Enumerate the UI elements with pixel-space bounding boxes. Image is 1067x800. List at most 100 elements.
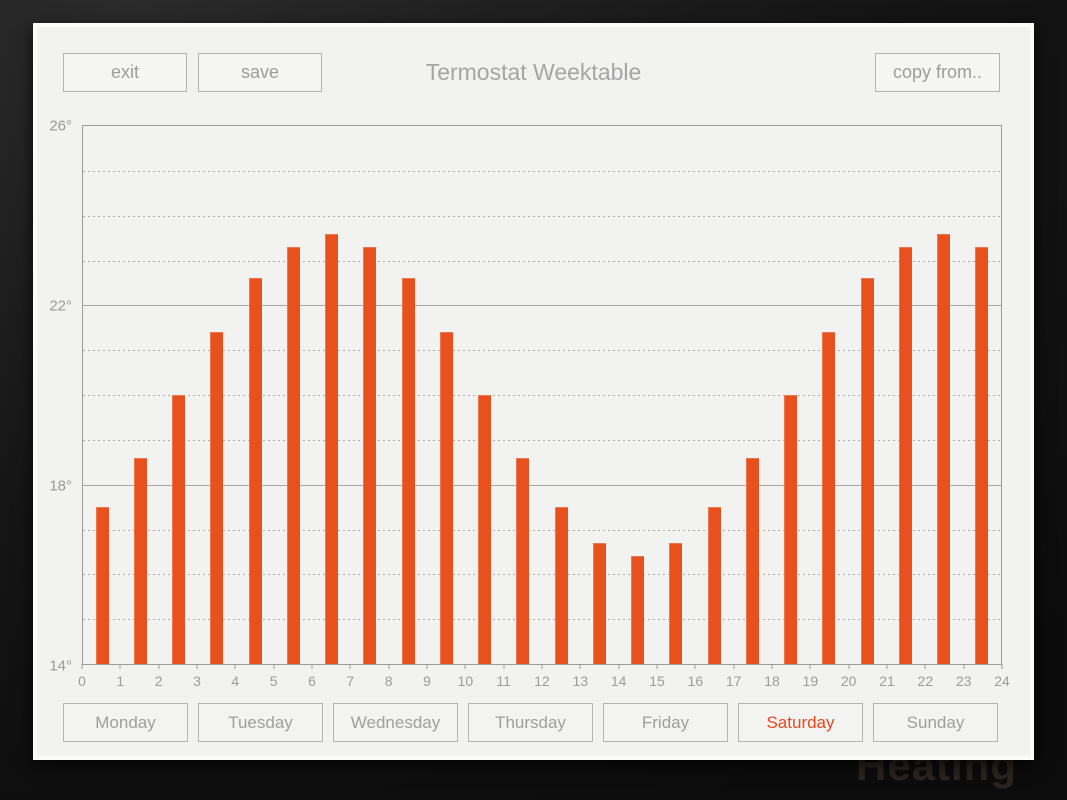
x-tick <box>579 664 581 669</box>
x-tick <box>81 664 83 669</box>
day-selector: Monday Tuesday Wednesday Thursday Friday Satu… <box>63 703 998 742</box>
x-tick <box>426 664 428 669</box>
temperature-bar-hour-12[interactable] <box>554 507 568 664</box>
gridline-dashed <box>83 260 1001 262</box>
gridline-solid <box>83 305 1001 307</box>
exit-button[interactable]: exit <box>63 53 187 92</box>
chart-plot <box>82 125 1002 665</box>
copy-from-button[interactable]: copy from.. <box>875 53 1000 92</box>
x-tick <box>158 664 160 669</box>
y-tick-label: 22° <box>49 297 72 315</box>
x-tick-label: 17 <box>725 673 742 689</box>
x-tick-label: 22 <box>917 673 934 689</box>
x-tick <box>541 664 543 669</box>
x-tick-label: 20 <box>840 673 857 689</box>
save-button[interactable]: save <box>198 53 322 92</box>
y-tick-label: 14° <box>49 657 72 675</box>
x-tick <box>656 664 658 669</box>
x-tick <box>886 664 888 669</box>
temperature-bar-hour-4[interactable] <box>248 278 262 664</box>
temperature-bar-hour-2[interactable] <box>172 395 186 664</box>
x-tick <box>963 664 965 669</box>
temperature-bar-hour-8[interactable] <box>401 278 415 664</box>
x-tick-label: 14 <box>610 673 627 689</box>
gridline-dashed <box>83 350 1001 352</box>
y-tick-label: 26° <box>49 117 72 135</box>
x-tick <box>311 664 313 669</box>
x-tick-label: 11 <box>496 673 511 689</box>
day-button-tuesday[interactable]: Tuesday <box>198 703 323 742</box>
thermostat-weektable-window: exit save Termostat Weektable copy from.… <box>33 23 1034 760</box>
temperature-bar-hour-10[interactable] <box>478 395 492 664</box>
x-tick <box>694 664 696 669</box>
x-tick <box>196 664 198 669</box>
x-tick-label: 4 <box>231 673 240 689</box>
x-tick-label: 1 <box>116 673 125 689</box>
x-tick-label: 16 <box>687 673 704 689</box>
x-tick <box>119 664 121 669</box>
temperature-bar-hour-15[interactable] <box>669 542 683 664</box>
temperature-bar-hour-13[interactable] <box>592 542 606 664</box>
temperature-bar-hour-1[interactable] <box>133 457 147 664</box>
y-axis-labels: 26° 22° 18° 14° <box>37 118 77 675</box>
day-button-monday[interactable]: Monday <box>63 703 188 742</box>
x-tick-label: 3 <box>193 673 201 689</box>
temperature-bar-hour-0[interactable] <box>95 507 109 664</box>
x-tick <box>349 664 351 669</box>
x-tick <box>1001 664 1003 669</box>
x-tick <box>388 664 390 669</box>
temperature-bar-hour-11[interactable] <box>516 457 530 664</box>
gridline-solid <box>83 484 1001 486</box>
x-tick-label: 21 <box>879 673 895 689</box>
temperature-bar-hour-7[interactable] <box>363 247 377 664</box>
x-tick-label: 5 <box>269 673 278 689</box>
gridline-dashed <box>83 395 1001 396</box>
x-tick-label: 10 <box>457 673 474 689</box>
x-tick <box>848 664 850 669</box>
temperature-bar-hour-6[interactable] <box>325 233 339 664</box>
gridline-dashed <box>83 439 1001 441</box>
gridline-dashed <box>83 529 1001 531</box>
temperature-bar-hour-9[interactable] <box>439 332 453 664</box>
temperature-bar-hour-20[interactable] <box>860 278 874 664</box>
temperature-bar-hour-14[interactable] <box>631 556 645 664</box>
x-tick-label: 23 <box>955 673 972 689</box>
x-tick-label: 2 <box>154 673 163 689</box>
x-tick-label: 24 <box>994 673 1010 689</box>
x-axis: 0 1 2 3 4 5 6 7 8 9 10 11 12 13 14 15 16 17 18 19 20 21 22 23 24 <box>78 664 1010 704</box>
temperature-bar-hour-18[interactable] <box>784 395 798 664</box>
day-button-sunday[interactable]: Sunday <box>873 703 998 742</box>
x-tick <box>809 664 811 669</box>
temperature-bar-hour-19[interactable] <box>822 332 836 664</box>
x-tick <box>464 664 466 669</box>
temperature-bar-hour-17[interactable] <box>745 457 759 664</box>
x-tick <box>924 664 926 669</box>
x-tick-label: 6 <box>308 673 316 689</box>
x-tick <box>273 664 275 669</box>
gridline-dashed <box>83 215 1001 217</box>
temperature-bar-hour-21[interactable] <box>898 247 912 664</box>
x-tick <box>234 664 236 669</box>
page-title: Termostat Weektable <box>425 59 642 85</box>
x-tick <box>618 664 620 669</box>
day-button-wednesday[interactable]: Wednesday <box>333 703 458 742</box>
gridline-dashed <box>83 170 1001 172</box>
day-button-saturday[interactable]: Saturday <box>738 703 863 742</box>
temperature-bar-hour-3[interactable] <box>210 332 224 664</box>
day-button-thursday[interactable]: Thursday <box>468 703 593 742</box>
x-tick-label: 19 <box>802 673 819 689</box>
x-tick-label: 0 <box>78 673 86 689</box>
temperature-bar-hour-5[interactable] <box>286 247 300 664</box>
temperature-bar-hour-23[interactable] <box>975 247 989 664</box>
gridline-dashed <box>83 619 1001 621</box>
x-tick-label: 15 <box>649 673 665 689</box>
x-tick <box>771 664 773 669</box>
temperature-bar-hour-22[interactable] <box>937 233 951 664</box>
temperature-bar-hour-16[interactable] <box>707 507 721 664</box>
x-tick-label: 13 <box>572 673 589 689</box>
y-tick-label: 18° <box>49 477 72 495</box>
day-button-friday[interactable]: Friday <box>603 703 728 742</box>
x-tick-label: 9 <box>423 673 431 689</box>
x-tick <box>733 664 735 669</box>
